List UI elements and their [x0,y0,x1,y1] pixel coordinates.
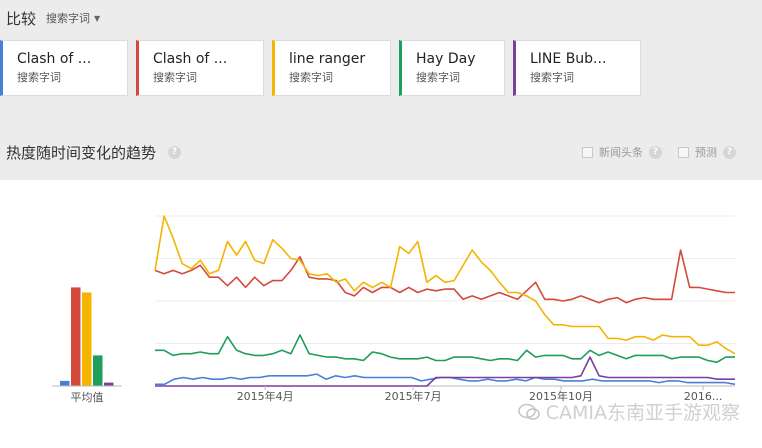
help-icon[interactable]: ? [723,145,736,159]
term-type: 搜索字词 [416,71,460,84]
term-name: LINE Bub... [530,51,607,67]
average-bar [71,287,81,386]
compare-header: 比较 搜索字词 ▼ [6,6,100,30]
average-bar [93,355,103,386]
x-tick-label: 2015年10月 [529,389,593,403]
trend-chart: 平均值 2015年4月 2015年7月 2015年10月 2016... [52,215,736,404]
term-card-3[interactable]: line ranger 搜索字词 [272,40,391,96]
x-tick-label: 2015年4月 [237,389,294,403]
news-checkbox[interactable] [582,146,593,158]
forecast-checkbox[interactable] [678,146,689,158]
help-icon[interactable]: ? [649,145,662,159]
trend-chart-panel: 平均值 2015年4月 2015年7月 2015年10月 2016... [0,180,762,448]
x-tick-label: 2015年7月 [385,389,442,403]
average-bar [60,380,70,386]
compare-type-label: 搜索字词 [46,12,91,25]
series-line [155,373,736,386]
term-name: line ranger [289,51,366,67]
term-type: 搜索字词 [289,71,333,84]
series-line [154,215,736,355]
news-toggle[interactable]: 新闻头条 ? [582,144,662,160]
term-type: 搜索字词 [153,71,197,84]
term-type: 搜索字词 [530,71,574,84]
forecast-toggle[interactable]: 预测 ? [678,144,736,160]
chevron-down-icon: ▼ [94,13,101,23]
watermark-text: CAMIA东南亚手游观察 [545,402,740,424]
x-tick-label: 2016... [684,390,722,403]
term-name: Clash of ... [153,51,228,67]
compare-type-dropdown[interactable]: 搜索字词 ▼ [46,10,100,26]
wechat-icon [517,403,540,420]
term-card-1[interactable]: Clash of ... 搜索字词 [0,40,128,96]
average-bar [104,382,114,386]
average-label: 平均值 [71,391,104,404]
term-card-5[interactable]: LINE Bub... 搜索字词 [513,40,641,96]
watermark: CAMIA东南亚手游观察 [517,398,740,425]
news-label: 新闻头条 [599,146,643,159]
series-line [154,249,735,304]
term-card-4[interactable]: Hay Day 搜索字词 [399,40,505,96]
average-bar [82,292,92,386]
trend-section-title: 热度随时间变化的趋势 ? [6,142,182,163]
term-name: Hay Day [416,51,476,67]
forecast-label: 预测 [695,146,717,159]
term-type: 搜索字词 [17,71,61,84]
compare-title: 比较 [6,9,37,28]
chart-options: 新闻头条 ? 预测 ? [572,144,736,160]
term-name: Clash of ... [17,51,92,67]
series-line [155,356,735,387]
trend-title-text: 热度随时间变化的趋势 [6,144,157,162]
help-icon[interactable]: ? [168,146,182,159]
series-line [155,334,735,363]
term-card-2[interactable]: Clash of ... 搜索字词 [136,40,264,96]
